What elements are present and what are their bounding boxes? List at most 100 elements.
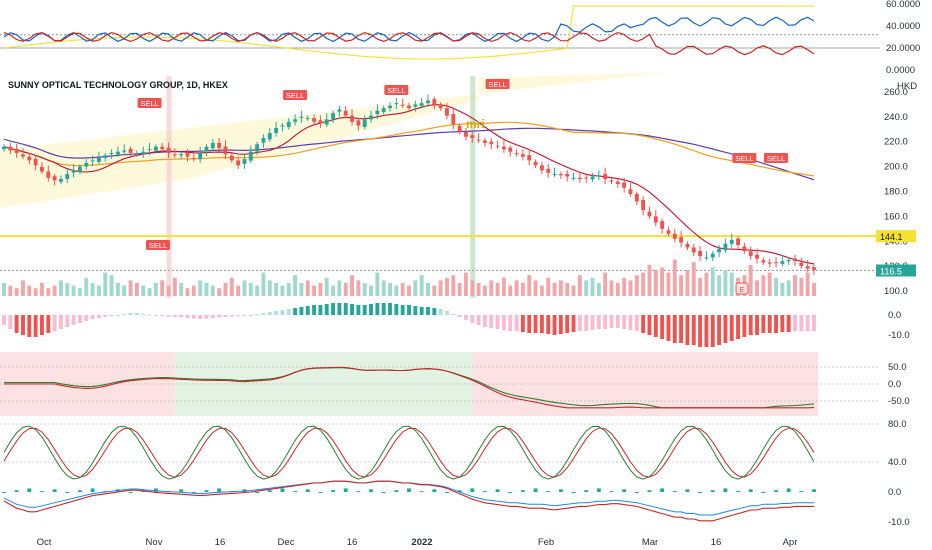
candle-body — [558, 174, 563, 176]
candle — [793, 254, 797, 267]
macd-bar — [660, 315, 665, 339]
candle-body — [603, 173, 608, 180]
sell-signal: SELL — [146, 240, 170, 250]
candle — [356, 117, 361, 131]
candle — [248, 145, 253, 164]
volume-bar — [666, 272, 671, 296]
candle — [267, 128, 272, 142]
level-price-tag-box — [876, 230, 916, 243]
bottom-bar — [65, 492, 70, 493]
volume-bar — [217, 288, 222, 296]
candle-body — [217, 142, 222, 148]
candle-body — [179, 154, 184, 156]
volume-bar — [147, 288, 152, 296]
candle-body — [419, 103, 424, 106]
candlestick-series[interactable] — [2, 94, 816, 275]
macd-bar — [666, 315, 671, 341]
macd-bar — [413, 306, 418, 315]
volume-bar — [615, 283, 620, 296]
price-pane-background — [0, 72, 890, 298]
macd-bar — [685, 315, 690, 345]
candle — [115, 146, 120, 157]
time-tick-label: Feb — [538, 537, 554, 548]
candle-body — [495, 145, 500, 147]
candle — [261, 134, 266, 148]
candle-body — [489, 141, 494, 145]
candle-body — [653, 216, 658, 223]
candle-body — [438, 105, 443, 109]
annotation-text: mri — [466, 117, 485, 131]
macd-bar — [71, 315, 76, 325]
bottom-bar — [495, 489, 500, 492]
volume-bar — [350, 275, 354, 296]
candle — [723, 238, 728, 253]
macd-bar — [533, 315, 538, 333]
bottom-bar — [280, 488, 285, 492]
time-tick-label: Oct — [37, 537, 52, 548]
volume-bar — [362, 283, 367, 296]
volume-bar — [27, 285, 32, 296]
candle-body — [59, 179, 63, 182]
candle — [577, 171, 582, 183]
macd-bar — [438, 309, 443, 315]
macd-bar — [451, 314, 456, 315]
candle-body — [369, 115, 373, 120]
candle — [65, 169, 70, 183]
candle-body — [122, 150, 127, 152]
candle-body — [736, 238, 741, 245]
volume-bar — [153, 283, 158, 296]
candle — [755, 248, 759, 264]
bottom-bar — [318, 492, 323, 493]
ma-mid-line — [3, 121, 815, 177]
macd-bar — [153, 315, 158, 316]
macd-bar — [204, 315, 209, 319]
bottom-bar — [812, 489, 816, 492]
candle-body — [748, 251, 753, 257]
volume-bar — [179, 283, 184, 296]
candle-body — [533, 161, 538, 166]
candle — [128, 146, 133, 158]
sell-signal: SELL — [137, 98, 162, 108]
volume-bar — [476, 283, 481, 296]
event-badge: E — [735, 282, 749, 295]
bottom-bar — [445, 492, 449, 493]
macd-bar — [679, 315, 684, 343]
candle — [293, 114, 298, 126]
volume-bar — [299, 283, 304, 296]
macd-bar — [255, 314, 260, 315]
candle — [103, 152, 108, 162]
candle-body — [698, 250, 703, 257]
candle-body — [812, 267, 816, 270]
bottom-bar — [204, 490, 209, 492]
bottom-bar — [786, 488, 791, 492]
candle — [761, 257, 766, 265]
top-red-line — [3, 31, 815, 56]
volume-bar — [198, 280, 203, 296]
candle — [84, 159, 89, 171]
candle-body — [799, 262, 804, 267]
volume-bar — [451, 275, 456, 296]
volume-bar — [780, 283, 785, 296]
candle-body — [381, 108, 386, 113]
candle — [482, 137, 487, 147]
candle — [603, 167, 608, 185]
volume-bar — [369, 285, 373, 296]
volume-bar — [590, 277, 595, 296]
bottom-bar — [52, 489, 57, 492]
candle — [622, 177, 627, 193]
volume-bar — [704, 272, 709, 296]
macd-bar — [305, 306, 310, 315]
macd-bar — [2, 315, 6, 325]
currency-label: HKD — [897, 81, 917, 92]
macd-bar — [514, 315, 519, 331]
macd-bar — [172, 315, 177, 317]
volume-bar — [343, 283, 348, 296]
candle-body — [331, 113, 336, 120]
macd-bar — [27, 315, 32, 337]
candle — [52, 173, 57, 186]
macd-bar — [729, 315, 734, 341]
volume-bar — [356, 280, 361, 296]
candle — [445, 103, 449, 120]
candle — [229, 153, 234, 163]
